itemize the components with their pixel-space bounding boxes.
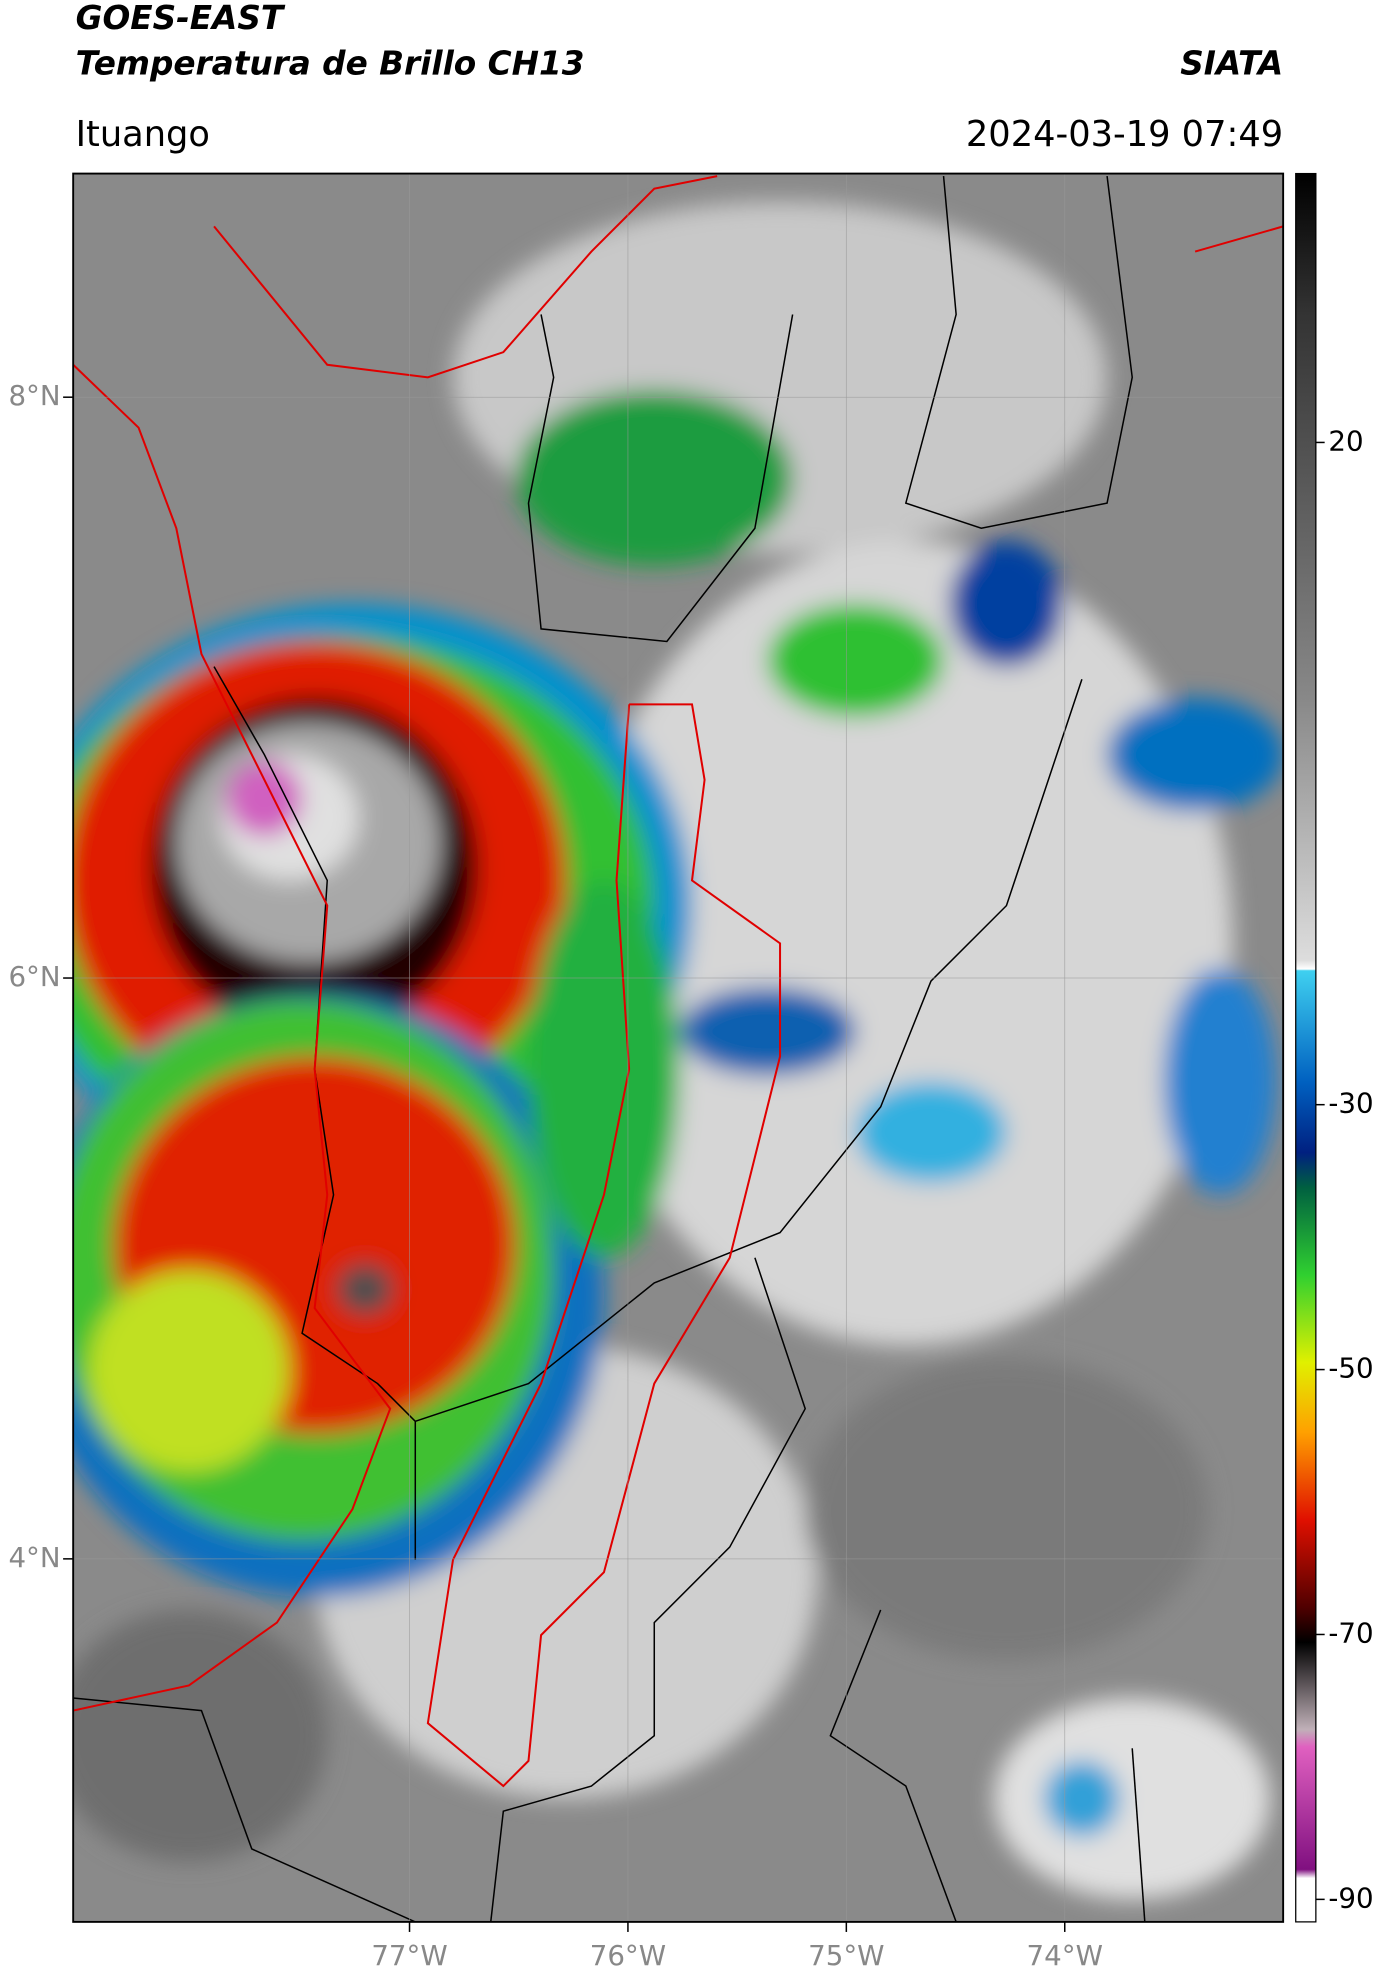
colorbar-tick-label: 20: [1328, 424, 1363, 457]
lat-tick-label: 8°N: [8, 379, 60, 412]
colorbar: [1295, 172, 1317, 1923]
lon-tick-label: 76°W: [590, 1939, 666, 1972]
colorbar-tick-label: -70: [1328, 1616, 1373, 1649]
subtitle: Temperatura de Brillo CH13: [76, 44, 585, 82]
graticule: [73, 173, 1284, 1922]
lat-tick-label: 4°N: [8, 1541, 60, 1574]
satellite-image: [73, 173, 1284, 1922]
lon-tick-label: 75°W: [808, 1939, 884, 1972]
borders: [73, 175, 1146, 1922]
timestamp: 2024-03-19 07:49: [966, 114, 1283, 155]
colorbar-tick-label: -50: [1328, 1352, 1373, 1385]
lon-tick-label: 74°W: [1027, 1939, 1103, 1972]
title: GOES-EAST: [76, 0, 286, 37]
colorbar-tick-label: -90: [1328, 1881, 1373, 1914]
boundaries: [73, 175, 1284, 1788]
lon-tick-label: 77°W: [371, 1939, 447, 1972]
colorbar-tick-label: -30: [1328, 1087, 1373, 1120]
lat-tick-label: 6°N: [8, 960, 60, 993]
source: SIATA: [1180, 44, 1283, 82]
map-frame: [72, 172, 1285, 1923]
location: Ituango: [76, 114, 210, 155]
